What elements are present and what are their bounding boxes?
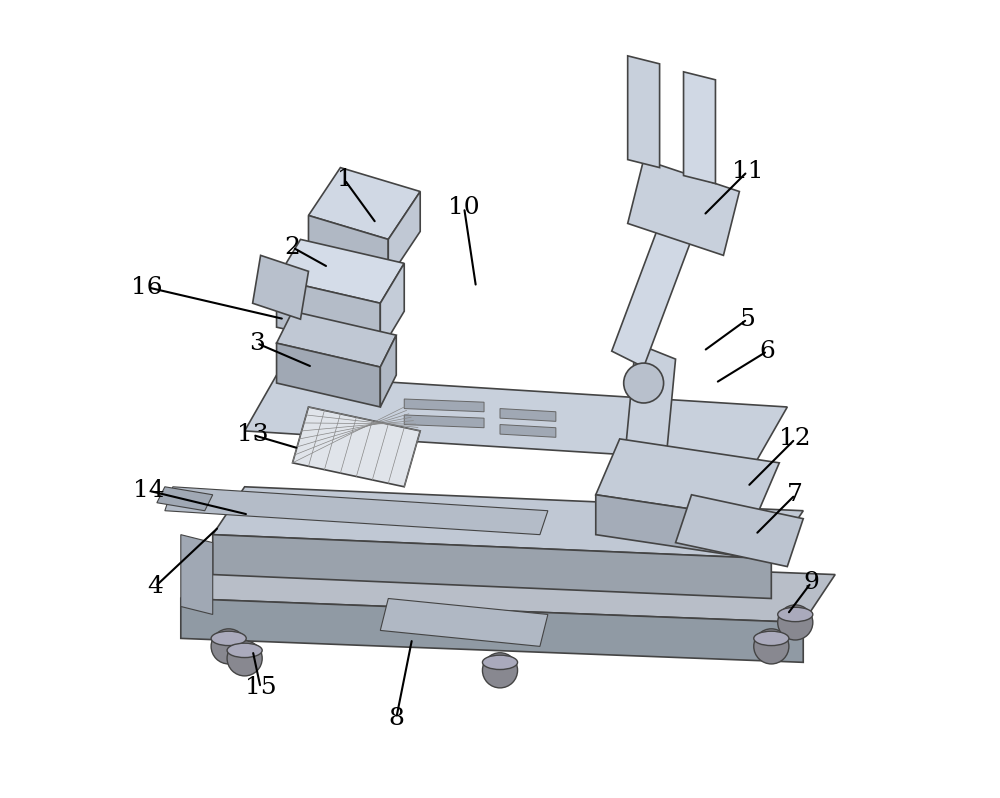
Text: 7: 7 [787,484,803,506]
Polygon shape [404,399,484,412]
Text: 15: 15 [245,677,276,699]
Polygon shape [277,279,380,351]
Polygon shape [500,409,556,421]
Polygon shape [293,407,420,487]
Text: 10: 10 [448,196,480,219]
Polygon shape [245,375,787,463]
Text: 13: 13 [237,424,268,446]
Polygon shape [253,255,308,319]
Text: 12: 12 [779,428,811,450]
Polygon shape [380,335,396,407]
Polygon shape [404,415,484,428]
Polygon shape [612,223,692,367]
Text: 9: 9 [803,571,819,594]
Text: 14: 14 [133,480,165,502]
Circle shape [778,605,813,640]
Polygon shape [388,192,420,279]
Polygon shape [277,239,404,303]
Polygon shape [596,439,779,519]
Text: 5: 5 [739,308,755,330]
Text: 1: 1 [337,168,352,191]
Polygon shape [620,343,676,527]
Circle shape [211,629,246,664]
Polygon shape [181,598,803,662]
Polygon shape [684,72,715,184]
Circle shape [227,641,262,676]
Polygon shape [181,551,835,622]
Ellipse shape [754,631,789,646]
Text: 16: 16 [131,276,163,298]
Circle shape [754,629,789,664]
Polygon shape [628,56,660,168]
Polygon shape [308,215,388,279]
Polygon shape [308,168,420,239]
Polygon shape [596,495,755,559]
Text: 8: 8 [388,707,404,729]
Polygon shape [380,263,404,351]
Polygon shape [165,487,548,535]
Ellipse shape [778,607,813,622]
Polygon shape [500,425,556,437]
Ellipse shape [211,631,246,646]
Polygon shape [157,487,213,511]
Ellipse shape [482,655,518,670]
Text: 11: 11 [732,160,763,183]
Circle shape [482,653,518,688]
Polygon shape [213,487,803,559]
Polygon shape [277,343,380,407]
Polygon shape [181,535,213,614]
Polygon shape [676,495,803,567]
Polygon shape [380,598,548,646]
Text: 3: 3 [249,332,265,354]
Polygon shape [277,311,396,367]
Polygon shape [628,160,739,255]
Polygon shape [213,535,771,598]
Ellipse shape [227,643,262,658]
Text: 2: 2 [285,236,300,259]
Circle shape [624,363,664,403]
Text: 4: 4 [147,575,163,598]
Text: 6: 6 [759,340,775,362]
